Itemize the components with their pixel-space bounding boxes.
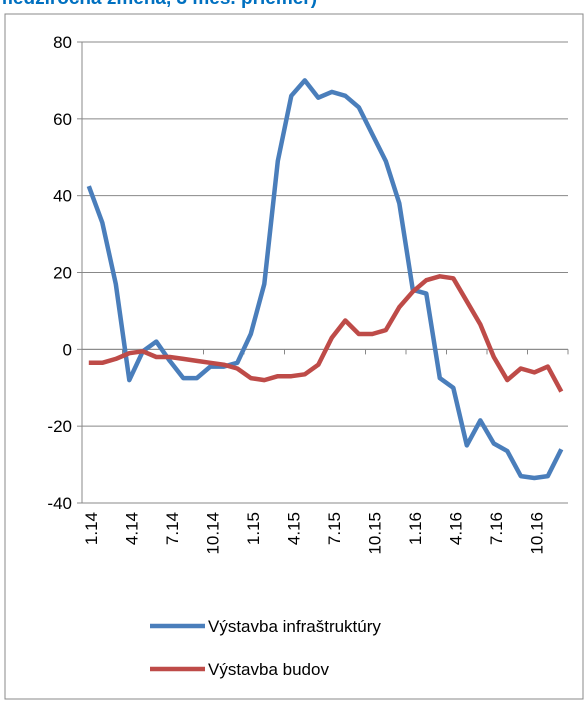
x-tick-label: 4.15 — [284, 512, 303, 545]
chart-title: medziročná zmena, 3 mes. priemer) — [0, 0, 317, 9]
y-tick-label: -40 — [47, 494, 72, 513]
chart-frame — [4, 13, 584, 700]
x-tick-label: 4.16 — [446, 512, 465, 545]
x-tick-label: 1.15 — [244, 512, 263, 545]
y-tick-label: 60 — [53, 110, 72, 129]
x-tick-label: 4.14 — [122, 512, 141, 545]
x-tick-label: 7.16 — [487, 512, 506, 545]
x-tick-label: 1.16 — [406, 512, 425, 545]
x-tick-label: 1.14 — [82, 512, 101, 545]
series-line — [86, 78, 564, 481]
series-line — [88, 274, 564, 393]
legend-label: Výstavba infraštruktúry — [208, 617, 381, 636]
x-tick-label: 10.15 — [365, 512, 384, 555]
x-tick-label: 7.14 — [163, 512, 182, 545]
y-tick-label: 0 — [63, 340, 72, 359]
y-tick-label: 80 — [53, 33, 72, 52]
y-tick-label: -20 — [47, 417, 72, 436]
x-tick-label: 7.15 — [325, 512, 344, 545]
x-tick-label: 10.14 — [203, 512, 222, 555]
legend-label: Výstavba budov — [208, 660, 329, 679]
y-tick-label: 40 — [53, 187, 72, 206]
y-tick-label: 20 — [53, 264, 72, 283]
x-tick-label: 10.16 — [527, 512, 546, 555]
